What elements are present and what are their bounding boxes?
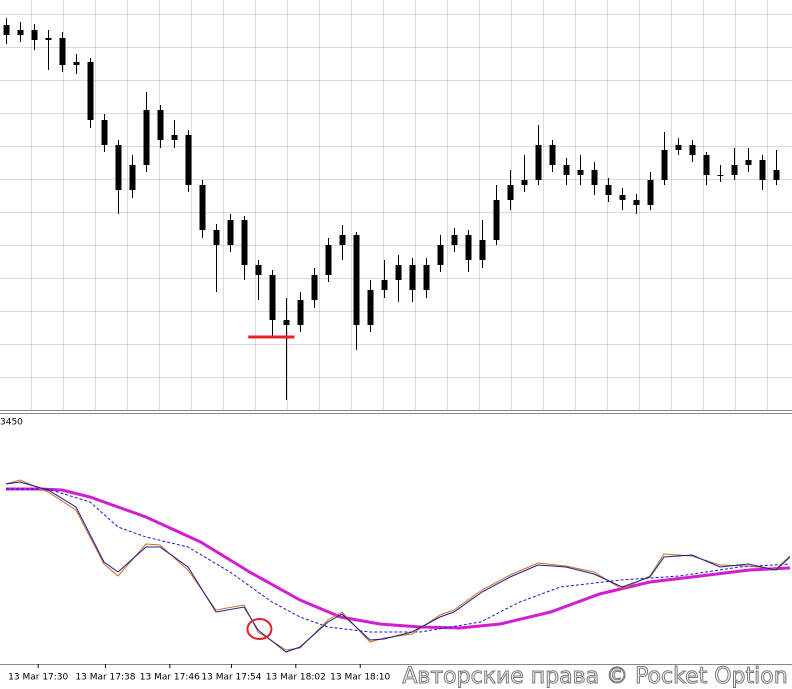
candle-body bbox=[101, 120, 108, 145]
candle-body bbox=[479, 240, 486, 260]
candle-body bbox=[409, 265, 416, 290]
candle-body bbox=[731, 165, 738, 175]
x-tick-label: 13 Mar 17:30 bbox=[8, 673, 68, 683]
candle-body bbox=[157, 110, 164, 140]
candle-body bbox=[689, 145, 696, 155]
candle-body bbox=[73, 62, 80, 65]
highlight-circle bbox=[246, 618, 273, 640]
candle-body bbox=[395, 265, 402, 280]
candle-body bbox=[381, 280, 388, 290]
candle-body bbox=[31, 30, 38, 40]
candle-body bbox=[353, 235, 360, 325]
candle-body bbox=[633, 200, 640, 205]
candle-body bbox=[17, 30, 24, 35]
candle-body bbox=[451, 235, 458, 245]
candle-body bbox=[311, 275, 318, 300]
candle-body bbox=[577, 170, 584, 175]
candle-body bbox=[647, 180, 654, 205]
candle-body bbox=[87, 62, 94, 120]
candle-body bbox=[171, 135, 178, 140]
x-tick-label: 13 Mar 17:38 bbox=[75, 673, 135, 683]
candle-body bbox=[367, 290, 374, 325]
x-tick-label: 13 Mar 17:46 bbox=[140, 673, 200, 683]
candle-body bbox=[297, 300, 304, 325]
candle-body bbox=[773, 170, 780, 180]
x-tick-label: 13 Mar 18:10 bbox=[330, 673, 390, 683]
candle-body bbox=[185, 135, 192, 185]
candle-body bbox=[339, 235, 346, 245]
candle-body bbox=[745, 160, 752, 165]
candle-body bbox=[199, 185, 206, 230]
indicator-line bbox=[6, 488, 791, 633]
candle-body bbox=[129, 165, 136, 190]
candle-body bbox=[423, 265, 430, 290]
indicator-line bbox=[6, 487, 791, 630]
candle-body bbox=[283, 320, 290, 325]
candle-body bbox=[269, 275, 276, 320]
candle-body bbox=[605, 185, 612, 195]
candle-body bbox=[465, 235, 472, 260]
candle-body bbox=[675, 145, 682, 150]
candle-body bbox=[255, 265, 262, 275]
candle-body bbox=[325, 245, 332, 275]
candle-body bbox=[717, 175, 724, 176]
candle-body bbox=[563, 165, 570, 175]
x-tick-label: 13 Mar 18:02 bbox=[266, 673, 326, 683]
candle-body bbox=[535, 145, 542, 180]
candle-body bbox=[437, 245, 444, 265]
candle-body bbox=[3, 25, 10, 35]
candle-body bbox=[493, 200, 500, 240]
price-grid bbox=[0, 0, 792, 410]
candle-body bbox=[759, 160, 766, 180]
candle-body bbox=[703, 155, 710, 175]
candle-body bbox=[213, 230, 220, 245]
candle-body bbox=[507, 185, 514, 200]
candle-body bbox=[45, 38, 52, 40]
candle-body bbox=[241, 220, 248, 265]
candle-body bbox=[661, 150, 668, 180]
indicator-line bbox=[5, 481, 791, 653]
candle-body bbox=[59, 38, 66, 65]
candle-body bbox=[591, 170, 598, 185]
candle-body bbox=[227, 220, 234, 245]
candle-body bbox=[143, 110, 150, 165]
candle-body bbox=[115, 145, 122, 190]
watermark: Авторские права © Pocket Option bbox=[402, 664, 787, 689]
x-tick-label: 13 Mar 17:54 bbox=[201, 673, 261, 683]
candle-body bbox=[521, 180, 528, 185]
candle-body bbox=[619, 195, 626, 200]
candle-body bbox=[549, 145, 556, 165]
indicator-label: 3450 bbox=[0, 418, 23, 428]
